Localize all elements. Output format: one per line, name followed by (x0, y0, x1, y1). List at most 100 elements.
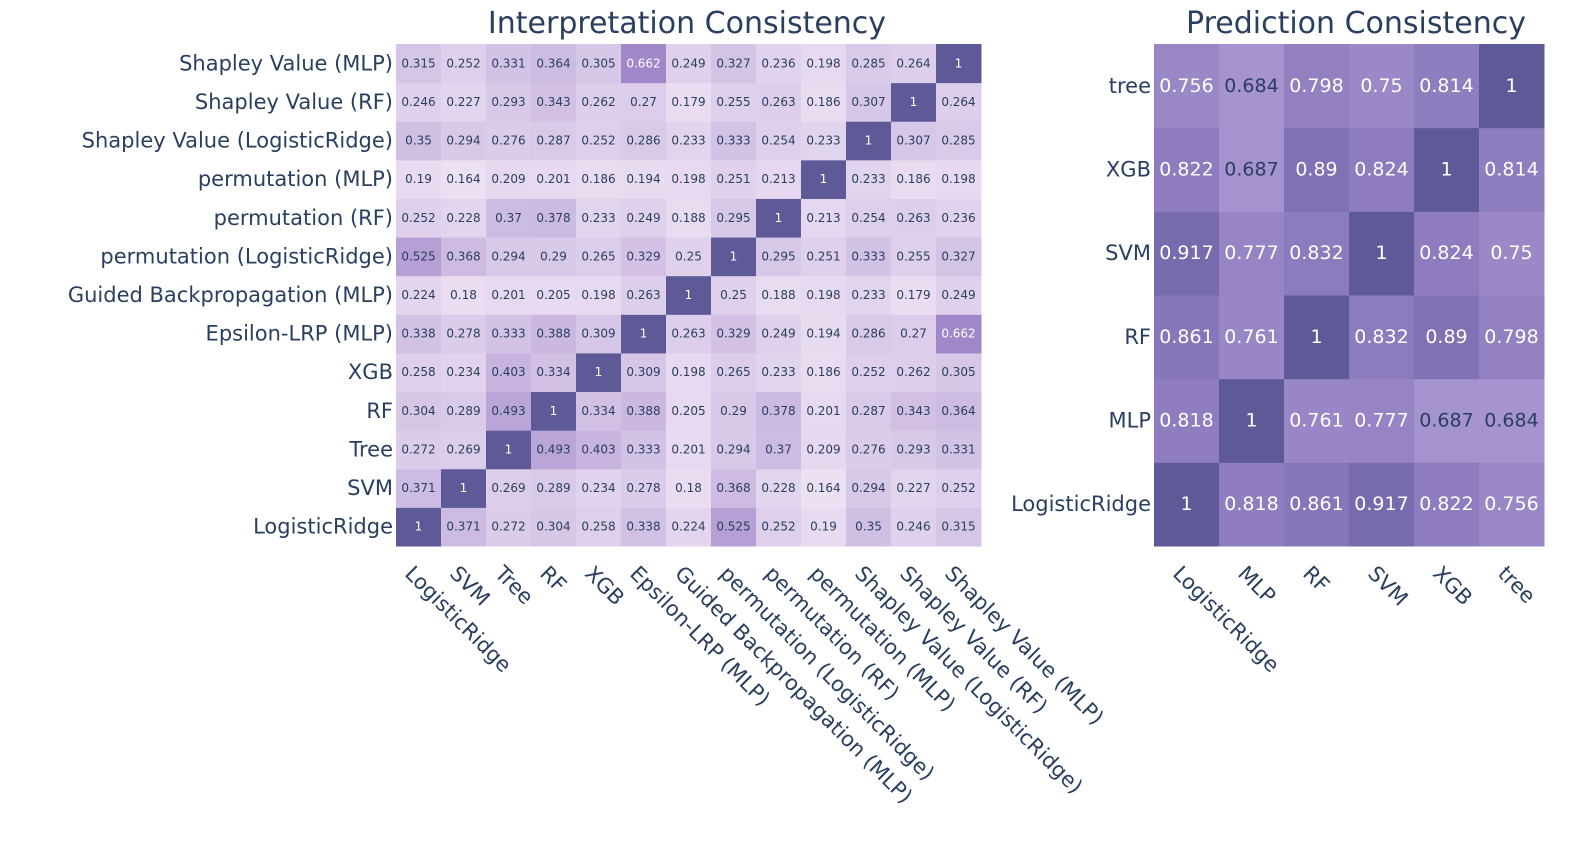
cell-value-label: 0.756 (1484, 493, 1538, 515)
cell-value-label: 1 (910, 95, 918, 109)
cell-value-label: 0.286 (626, 134, 660, 148)
cell-value-label: 0.19 (405, 172, 432, 186)
heatmap-cell (1479, 462, 1545, 547)
heatmap-cell (891, 237, 937, 277)
cell-value-label: 0.307 (896, 134, 930, 148)
heatmap-cell (846, 352, 892, 393)
cell-value-label: 0.251 (806, 249, 840, 263)
cell-value-label: 0.684 (1484, 410, 1538, 432)
heatmap-cell (1479, 295, 1545, 380)
heatmap-cell (486, 430, 532, 470)
heatmap-cell (1154, 295, 1220, 380)
cell-value-label: 0.186 (581, 172, 615, 186)
y-tick-label: RF (1124, 325, 1151, 349)
x-tick-label: XGB (580, 561, 629, 610)
cell-value-label: 0.269 (491, 481, 525, 495)
heatmap-cell (936, 352, 982, 393)
cell-value-label: 0.294 (491, 249, 525, 263)
heatmap-cell (621, 82, 667, 122)
heatmap-cell (756, 275, 802, 315)
heatmap-cell (1154, 211, 1220, 296)
cell-value-label: 0.329 (716, 327, 750, 341)
heatmap-cell (891, 159, 937, 199)
heatmap-cell (711, 82, 757, 122)
heatmap-cell (1219, 211, 1285, 296)
cell-value-label: 0.307 (851, 95, 885, 109)
x-tick-label: XGB (1428, 561, 1477, 610)
heatmap-cell (1479, 211, 1545, 296)
cell-value-label: 0.263 (896, 211, 930, 225)
cell-value-label: 0.777 (1354, 410, 1408, 432)
cell-value-label: 0.224 (401, 288, 435, 302)
heatmap-cell (801, 198, 847, 238)
y-tick-label: SVM (347, 476, 393, 500)
heatmap-cell (756, 468, 802, 508)
heatmap-cell (801, 82, 847, 122)
y-tick-label: SVM (1105, 241, 1151, 265)
cell-value-label: 0.798 (1289, 75, 1343, 97)
heatmap-cell (846, 430, 892, 470)
heatmap-cell (936, 507, 982, 547)
cell-value-label: 0.286 (851, 327, 885, 341)
heatmap-cell (486, 159, 532, 199)
heatmap-cell (1414, 44, 1480, 129)
heatmap-cell (891, 391, 937, 431)
cell-value-label: 0.338 (401, 327, 435, 341)
heatmap-cell (846, 391, 892, 431)
heatmap-cell (396, 468, 442, 508)
cell-value-label: 0.272 (491, 520, 525, 534)
cell-value-label: 0.37 (765, 442, 792, 456)
heatmap-cell (711, 430, 757, 470)
cell-value-label: 0.331 (491, 56, 525, 70)
cell-value-label: 0.233 (761, 365, 795, 379)
cell-value-label: 0.246 (401, 95, 435, 109)
heatmap-cell (756, 430, 802, 470)
cell-value-label: 0.525 (716, 520, 750, 534)
heatmap-cell (441, 44, 487, 84)
cell-value-label: 0.295 (716, 211, 750, 225)
heatmap-cell (1219, 127, 1285, 212)
heatmap-cell (711, 121, 757, 161)
x-tick-label: RF (1298, 561, 1334, 597)
heatmap-cell (531, 159, 577, 199)
heatmap-cell (396, 159, 442, 199)
cell-value-label: 0.294 (446, 134, 480, 148)
cell-value-label: 0.258 (581, 520, 615, 534)
heatmap-cell (936, 121, 982, 161)
cell-value-label: 0.403 (491, 365, 525, 379)
y-tick-label: Epsilon-LRP (MLP) (206, 322, 393, 346)
cell-value-label: 0.198 (806, 56, 840, 70)
heatmap-cell (621, 275, 667, 315)
heatmap-cell (1479, 127, 1545, 212)
cell-value-label: 0.201 (671, 442, 705, 456)
cell-value-label: 0.35 (855, 520, 882, 534)
cell-value-label: 0.228 (446, 211, 480, 225)
cell-value-label: 0.19 (810, 520, 837, 534)
cell-value-label: 0.179 (896, 288, 930, 302)
heatmap-cell (936, 430, 982, 470)
cell-value-label: 0.822 (1419, 493, 1473, 515)
cell-value-label: 0.334 (536, 365, 570, 379)
cell-value-label: 0.293 (896, 442, 930, 456)
heatmap-cell (486, 468, 532, 508)
heatmap-cell (846, 468, 892, 508)
cell-value-label: 0.368 (446, 249, 480, 263)
cell-value-label: 0.309 (581, 327, 615, 341)
cell-value-label: 0.29 (540, 249, 567, 263)
cell-value-label: 0.662 (941, 327, 975, 341)
cell-value-label: 0.287 (851, 404, 885, 418)
cell-value-label: 0.333 (851, 249, 885, 263)
y-tick-label: RF (366, 399, 393, 423)
heatmap-cell (486, 391, 532, 431)
heatmap-cell (801, 314, 847, 354)
cell-value-label: 0.233 (851, 172, 885, 186)
heatmap-cell (576, 198, 622, 238)
heatmap-cell (486, 82, 532, 122)
heatmap-cell (576, 507, 622, 547)
heatmap-cell (396, 352, 442, 393)
heatmap-cell (711, 314, 757, 354)
heatmap-cell (891, 82, 937, 122)
heatmap-cell (891, 468, 937, 508)
heatmap-cell (441, 314, 487, 354)
cell-value-label: 0.917 (1159, 242, 1213, 264)
